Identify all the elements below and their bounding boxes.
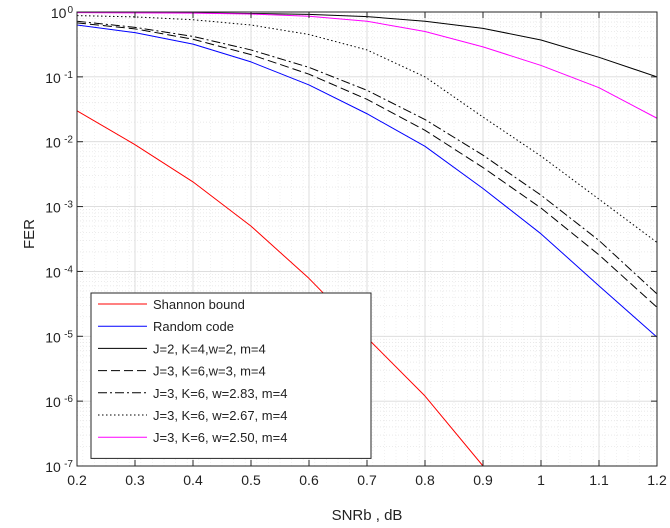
minor-grid [77,12,657,466]
x-tick-label: 1 [537,472,545,488]
y-tick-base: 10 [45,135,61,151]
y-tick-label: -310 [45,200,73,216]
y-tick-label: -110 [45,70,73,86]
x-tick-label: 1.1 [589,472,609,488]
y-tick-exponent: -1 [64,70,73,81]
series-line-6 [77,15,657,243]
x-tick-label: 0.4 [183,472,203,488]
series-line-1 [77,110,484,466]
x-axis-title: SNRb , dB [332,507,403,524]
legend-label: Random code [153,319,234,334]
x-tick-label: 0.2 [67,472,87,488]
legend-label: J=3, K=6, w=2.50, m=4 [153,430,287,445]
y-tick-exponent: -6 [64,394,73,405]
x-tick-label: 0.9 [473,472,493,488]
legend-label: Shannon bound [153,297,245,312]
series-line-7 [77,12,657,119]
x-tick-label: 0.8 [415,472,435,488]
y-tick-label: -610 [45,394,73,410]
x-tick-label: 0.7 [357,472,377,488]
x-tick-label: 0.3 [125,472,145,488]
legend-label: J=2, K=4,w=2, m=4 [153,341,266,356]
y-tick-exponent: -2 [64,135,73,146]
y-tick-label: -210 [45,135,73,151]
legend-label: J=3, K=6, w=2.83, m=4 [153,386,287,401]
y-tick-labels: 010-110-210-310-410-510-610-710 [45,5,73,475]
series-line-2 [77,24,657,338]
y-tick-base: 10 [45,200,61,216]
y-tick-exponent: -7 [64,459,73,470]
x-tick-label: 0.6 [299,472,319,488]
y-tick-base: 10 [51,5,67,21]
y-tick-base: 10 [45,394,61,410]
y-tick-base: 10 [45,264,61,280]
y-tick-exponent: -4 [64,264,73,275]
y-tick-exponent: -3 [64,200,73,211]
x-tick-label: 0.5 [241,472,261,488]
y-tick-base: 10 [45,329,61,345]
legend-label: J=3, K=6,w=3, m=4 [153,364,266,379]
y-tick-label: -710 [45,459,73,475]
y-axis-title: FER [21,219,38,249]
y-tick-exponent: 0 [67,5,73,16]
x-tick-label: 1.2 [647,472,667,488]
x-tick-labels: 0.2 0.3 0.4 0.5 0.6 0.7 0.8 0.9 1 1.1 1.2 [67,472,667,488]
y-tick-label: -510 [45,329,73,345]
y-tick-base: 10 [45,459,61,475]
y-tick-base: 10 [45,70,61,86]
series-line-4 [77,22,657,308]
y-tick-label: 010 [51,5,74,21]
legend: Shannon bound Random code J=2, K=4,w=2, m=… [90,292,372,459]
axis-ticks [76,11,658,467]
y-tick-exponent: -5 [64,329,73,340]
legend-box [90,292,372,459]
y-tick-label: -410 [45,264,73,280]
legend-label: J=3, K=6, w=2.67, m=4 [153,408,287,423]
series-line-5 [77,20,657,295]
